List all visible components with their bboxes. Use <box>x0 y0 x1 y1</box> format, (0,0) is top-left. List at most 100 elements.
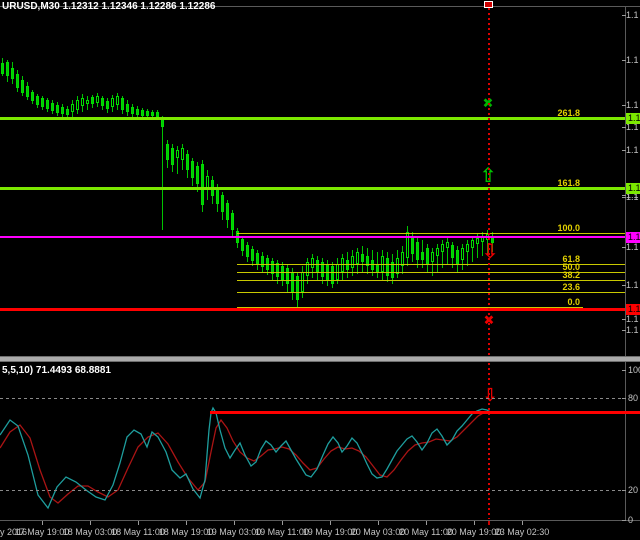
price-scale-label: 1.1 <box>626 314 639 324</box>
fibonacci-level-label: 161.8 <box>557 178 580 188</box>
candle <box>356 252 359 264</box>
pane-separator[interactable] <box>0 356 640 362</box>
fibonacci-level-line[interactable] <box>237 307 583 308</box>
candle-wick <box>487 230 488 254</box>
time-axis-label: 18 May 11:00 <box>111 527 165 537</box>
candle <box>261 256 264 267</box>
fibonacci-level-line[interactable] <box>237 272 625 273</box>
indicator-pane-bottom-border <box>0 520 640 521</box>
time-axis-label: 18 May 19:00 <box>158 527 214 537</box>
candle <box>441 244 444 252</box>
cursor-anchor-handle[interactable] <box>484 1 493 8</box>
stoch-scale-label: 20 <box>628 485 639 495</box>
candle <box>331 266 334 284</box>
candle <box>316 260 319 272</box>
candle <box>311 258 314 268</box>
indicator-label: 5,5,10) 71.4493 68.8881 <box>2 365 111 376</box>
candle <box>251 249 254 261</box>
candle <box>471 240 474 248</box>
candle <box>291 272 294 292</box>
candle <box>76 100 79 110</box>
candle <box>16 74 19 88</box>
candle <box>306 262 309 276</box>
stoch-scale-tick <box>622 520 626 521</box>
red-down-arrow-marker[interactable]: ⇩ <box>481 239 499 263</box>
fibonacci-level-line[interactable] <box>237 264 625 265</box>
candle <box>126 104 129 112</box>
price-scale-tick <box>622 330 626 331</box>
fibonacci-level-label: 0.0 <box>567 297 580 307</box>
candle <box>186 154 189 170</box>
candle <box>231 213 234 230</box>
candle <box>286 268 289 284</box>
candle <box>6 62 9 76</box>
candle <box>156 112 159 117</box>
price-line-badge: 1.1 <box>626 232 640 243</box>
time-axis-label: 20 May 03:00 <box>350 527 406 537</box>
time-axis-label: 23 May 02:30 <box>494 527 550 537</box>
candle <box>456 250 459 264</box>
price-scale-label: 1.1 <box>626 325 639 335</box>
candle <box>111 98 114 107</box>
candle <box>116 96 119 105</box>
stoch-down-arrow-marker[interactable]: ⇩ <box>482 385 498 406</box>
main-pane-top-border <box>0 6 640 7</box>
fibonacci-level-line[interactable] <box>237 280 625 281</box>
stoch-red-line[interactable] <box>210 411 640 414</box>
time-axis-label: 19 May 11:00 <box>255 527 309 537</box>
price-scale-tick <box>622 247 626 248</box>
candle <box>376 264 379 272</box>
magenta-100-line[interactable] <box>0 236 625 238</box>
candle <box>246 245 249 257</box>
candle <box>346 260 349 270</box>
candle <box>81 98 84 106</box>
price-scale-tick <box>622 127 626 128</box>
candle <box>36 96 39 105</box>
candle <box>196 166 199 184</box>
candle <box>136 109 139 115</box>
candle <box>406 232 409 258</box>
candle <box>226 203 229 220</box>
fibonacci-level-label: 61.8 <box>562 254 580 264</box>
price-scale-tick <box>622 197 626 198</box>
time-axis-label: y 2016 <box>0 527 28 537</box>
candle-wick <box>442 240 443 268</box>
fib-161-line[interactable] <box>0 187 625 190</box>
red-0-line[interactable] <box>0 308 625 311</box>
candle <box>436 248 439 256</box>
stochastic-pane[interactable] <box>0 363 626 520</box>
price-scale-label: 1.1 <box>626 100 639 110</box>
time-axis-tick <box>138 521 139 525</box>
fibonacci-level-label: 261.8 <box>557 108 580 118</box>
candle <box>361 254 364 262</box>
candle-wick <box>467 240 468 266</box>
fibonacci-level-line[interactable] <box>237 233 625 234</box>
candle <box>191 161 194 178</box>
candle <box>461 248 464 260</box>
candle <box>56 105 59 113</box>
fibonacci-level-label: 50.0 <box>562 262 580 272</box>
candle-wick <box>447 238 448 264</box>
main-chart-pane[interactable] <box>0 6 626 356</box>
price-scale-tick <box>622 319 626 320</box>
candle <box>106 101 109 109</box>
candle <box>221 195 224 212</box>
time-axis-tick <box>282 521 283 525</box>
fib-261-line[interactable] <box>0 117 625 120</box>
candle <box>21 80 24 93</box>
cursor-dashed-segment <box>488 8 490 356</box>
candle <box>391 262 394 278</box>
chart-title: URUSD,M30 1.12312 1.12346 1.12286 1.1228… <box>2 1 216 12</box>
candle <box>31 92 34 101</box>
candle <box>181 148 184 160</box>
fibonacci-level-line[interactable] <box>237 292 625 293</box>
fibonacci-level-label: 38.2 <box>562 270 580 280</box>
candle <box>371 260 374 270</box>
price-scale-label: 1.1 <box>626 10 639 20</box>
candle <box>166 144 169 160</box>
candle <box>321 262 324 277</box>
time-axis-tick <box>186 521 187 525</box>
candle <box>446 242 449 248</box>
price-scale-tick <box>622 195 626 196</box>
candle <box>256 253 259 264</box>
